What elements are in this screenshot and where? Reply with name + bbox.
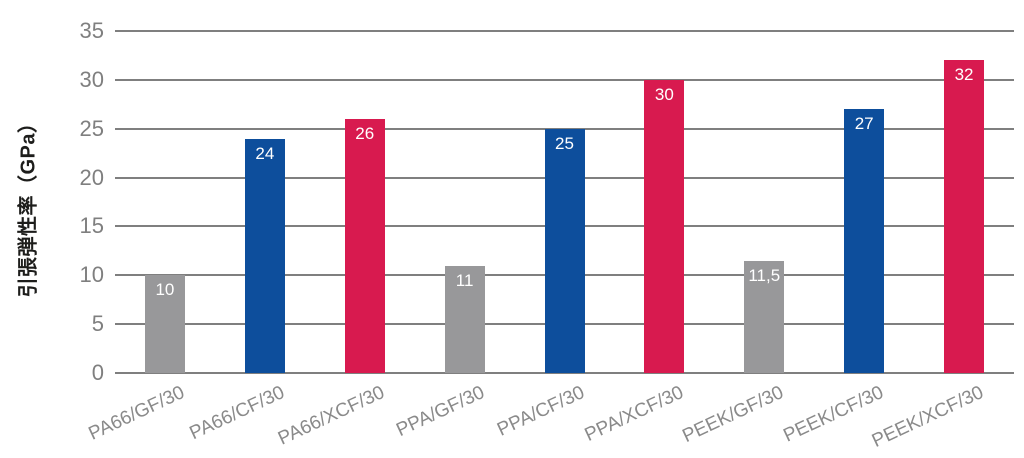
bar-peek-xcf-30: 32 [944, 60, 985, 373]
bar-value-label-ppa-xcf-30: 30 [654, 84, 674, 104]
y-tick-label-15: 15 [79, 213, 104, 239]
gridline-35 [115, 30, 1014, 32]
bar-value-label-peek-gf-30: 11,5 [748, 265, 781, 285]
gridline-30 [115, 78, 1014, 81]
y-tick-label-25: 25 [79, 115, 104, 141]
bar-value-label-ppa-gf-30: 11 [455, 270, 474, 290]
x-tick-label-ppa-gf-30: PPA/GF/30 [392, 382, 488, 442]
bar-value-label-pa66-gf-30: 10 [155, 280, 175, 300]
gridline-0 [115, 372, 1014, 374]
bar-value-label-peek-cf-30: 27 [854, 114, 874, 134]
bar-value-label-peek-xcf-30: 32 [954, 65, 974, 85]
plot-area: 10 24 26 11 25 30 11,5 27 32 [115, 30, 1014, 374]
x-tick-label-ppa-xcf-30: PPA/XCF/30 [582, 382, 688, 446]
bar-value-label-pa66-xcf-30: 26 [355, 123, 375, 143]
bar-ppa-gf-30: 11 [444, 265, 485, 373]
y-tick-label-35: 35 [79, 18, 104, 43]
bar-pa66-gf-30: 10 [144, 275, 185, 373]
bar-peek-gf-30: 11,5 [744, 260, 785, 373]
bar-ppa-cf-30: 25 [544, 128, 585, 373]
x-tick-label-pa66-gf-30: PA66/GF/30 [85, 382, 188, 445]
y-tick-label-10: 10 [79, 262, 104, 288]
bar-pa66-xcf-30: 26 [344, 118, 385, 373]
bar-ppa-xcf-30: 30 [644, 79, 685, 373]
x-tick-label-pa66-xcf-30: PA66/XCF/30 [274, 382, 388, 450]
y-tick-label-20: 20 [79, 164, 104, 190]
gridline-25 [115, 127, 1014, 130]
bar-value-label-pa66-cf-30: 24 [255, 143, 275, 163]
x-tick-label-pa66-cf-30: PA66/CF/30 [186, 382, 288, 445]
x-tick-label-peek-gf-30: PEEK/GF/30 [679, 382, 788, 448]
y-tick-label-0: 0 [91, 360, 104, 385]
y-tick-label-30: 30 [79, 66, 104, 92]
x-tick-label-ppa-cf-30: PPA/CF/30 [493, 382, 588, 441]
x-tick-label-peek-xcf-30: PEEK/XCF/30 [868, 382, 987, 452]
bar-value-label-ppa-cf-30: 25 [555, 133, 574, 153]
bar-peek-cf-30: 27 [844, 109, 885, 373]
y-tick-label-5: 5 [91, 311, 104, 337]
bar-pa66-cf-30: 24 [244, 138, 285, 373]
